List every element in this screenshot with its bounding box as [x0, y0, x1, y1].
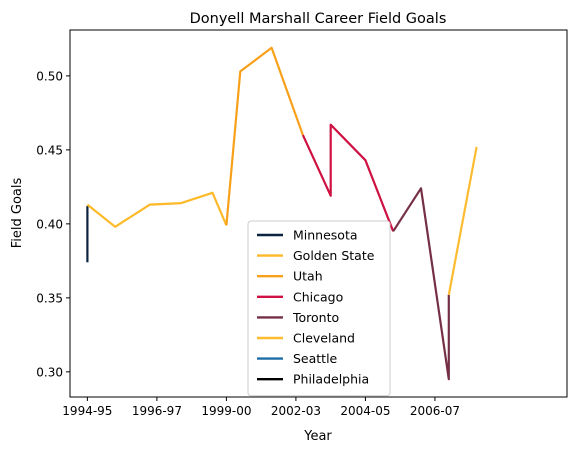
legend-label: Chicago [293, 289, 343, 304]
x-tick-label: 1996-97 [132, 404, 182, 418]
legend-label: Cleveland [293, 331, 355, 346]
x-tick-label: 2006-07 [410, 404, 460, 418]
y-axis-ticks: 0.30 0.35 0.40 0.45 0.50 [36, 69, 70, 379]
series-line-golden-state [86, 191, 228, 228]
y-tick-label: 0.35 [36, 291, 63, 305]
legend-item: Golden State [257, 248, 375, 263]
legend-box [247, 220, 391, 397]
legend-label: Toronto [292, 310, 339, 325]
y-tick-label: 0.30 [36, 365, 63, 379]
chart-title: Donyell Marshall Career Field Goals [190, 11, 447, 27]
series-line-cleveland [447, 146, 478, 296]
x-axis-ticks: 1994-95 1996-97 1999-00 2002-03 2004-05 2006-… [62, 397, 460, 418]
series-line-toronto [392, 187, 450, 381]
legend-item: Minnesota [257, 228, 358, 243]
legend-item: Philadelphia [257, 372, 369, 387]
legend-item: Seattle [257, 351, 338, 366]
legend-label: Minnesota [293, 228, 358, 243]
series-line-chicago [301, 123, 395, 232]
legend-item: Utah [257, 269, 323, 284]
legend-label: Utah [293, 269, 323, 284]
y-axis-label: Field Goals [10, 178, 25, 249]
y-tick-label: 0.50 [36, 69, 63, 83]
x-tick-label: 1994-95 [62, 404, 112, 418]
x-tick-label: 1999-00 [201, 404, 251, 418]
y-tick-label: 0.45 [36, 143, 63, 157]
legend-label: Philadelphia [293, 372, 369, 387]
x-tick-label: 2004-05 [340, 404, 390, 418]
legend-item: Chicago [257, 289, 343, 304]
y-tick-label: 0.40 [36, 217, 63, 231]
x-tick-label: 2002-03 [271, 404, 321, 418]
series-line-utah [225, 46, 304, 226]
legend-item: Toronto [257, 310, 339, 325]
legend-label: Seattle [293, 351, 338, 366]
x-axis-label: Year [303, 429, 332, 444]
plot-area [86, 46, 478, 381]
plot-frame [69, 29, 568, 398]
legend-label: Golden State [293, 248, 375, 263]
legend-item: Cleveland [257, 331, 355, 346]
legend: Minnesota Golden State Utah Chicago Toronto C… [247, 220, 391, 397]
